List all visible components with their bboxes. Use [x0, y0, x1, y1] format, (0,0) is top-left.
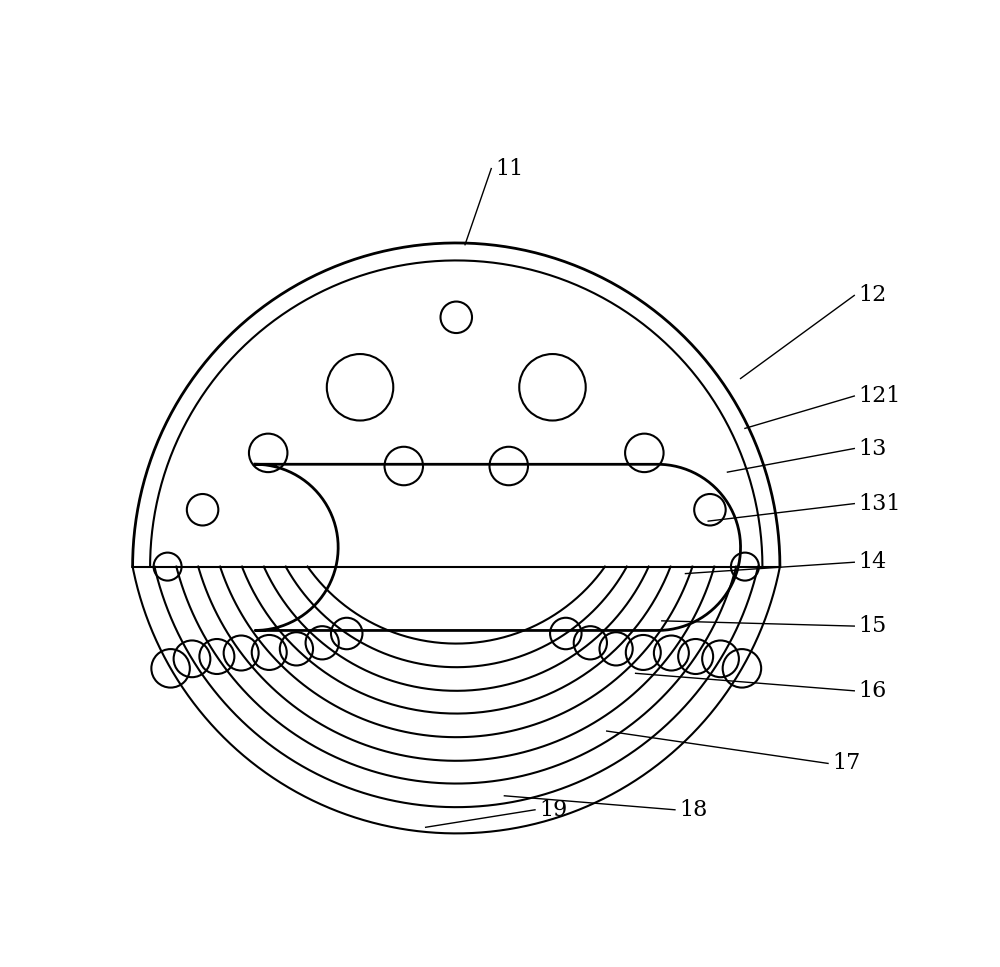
Text: 19: 19	[539, 799, 568, 821]
Text: 14: 14	[859, 551, 887, 573]
Text: 18: 18	[679, 799, 708, 821]
Text: 17: 17	[832, 752, 861, 775]
Text: 121: 121	[859, 385, 901, 407]
Text: 16: 16	[859, 680, 887, 702]
Text: 15: 15	[859, 615, 887, 637]
Text: 12: 12	[859, 284, 887, 307]
Text: 11: 11	[496, 158, 524, 180]
Text: 13: 13	[859, 437, 887, 459]
Text: 131: 131	[859, 492, 901, 514]
